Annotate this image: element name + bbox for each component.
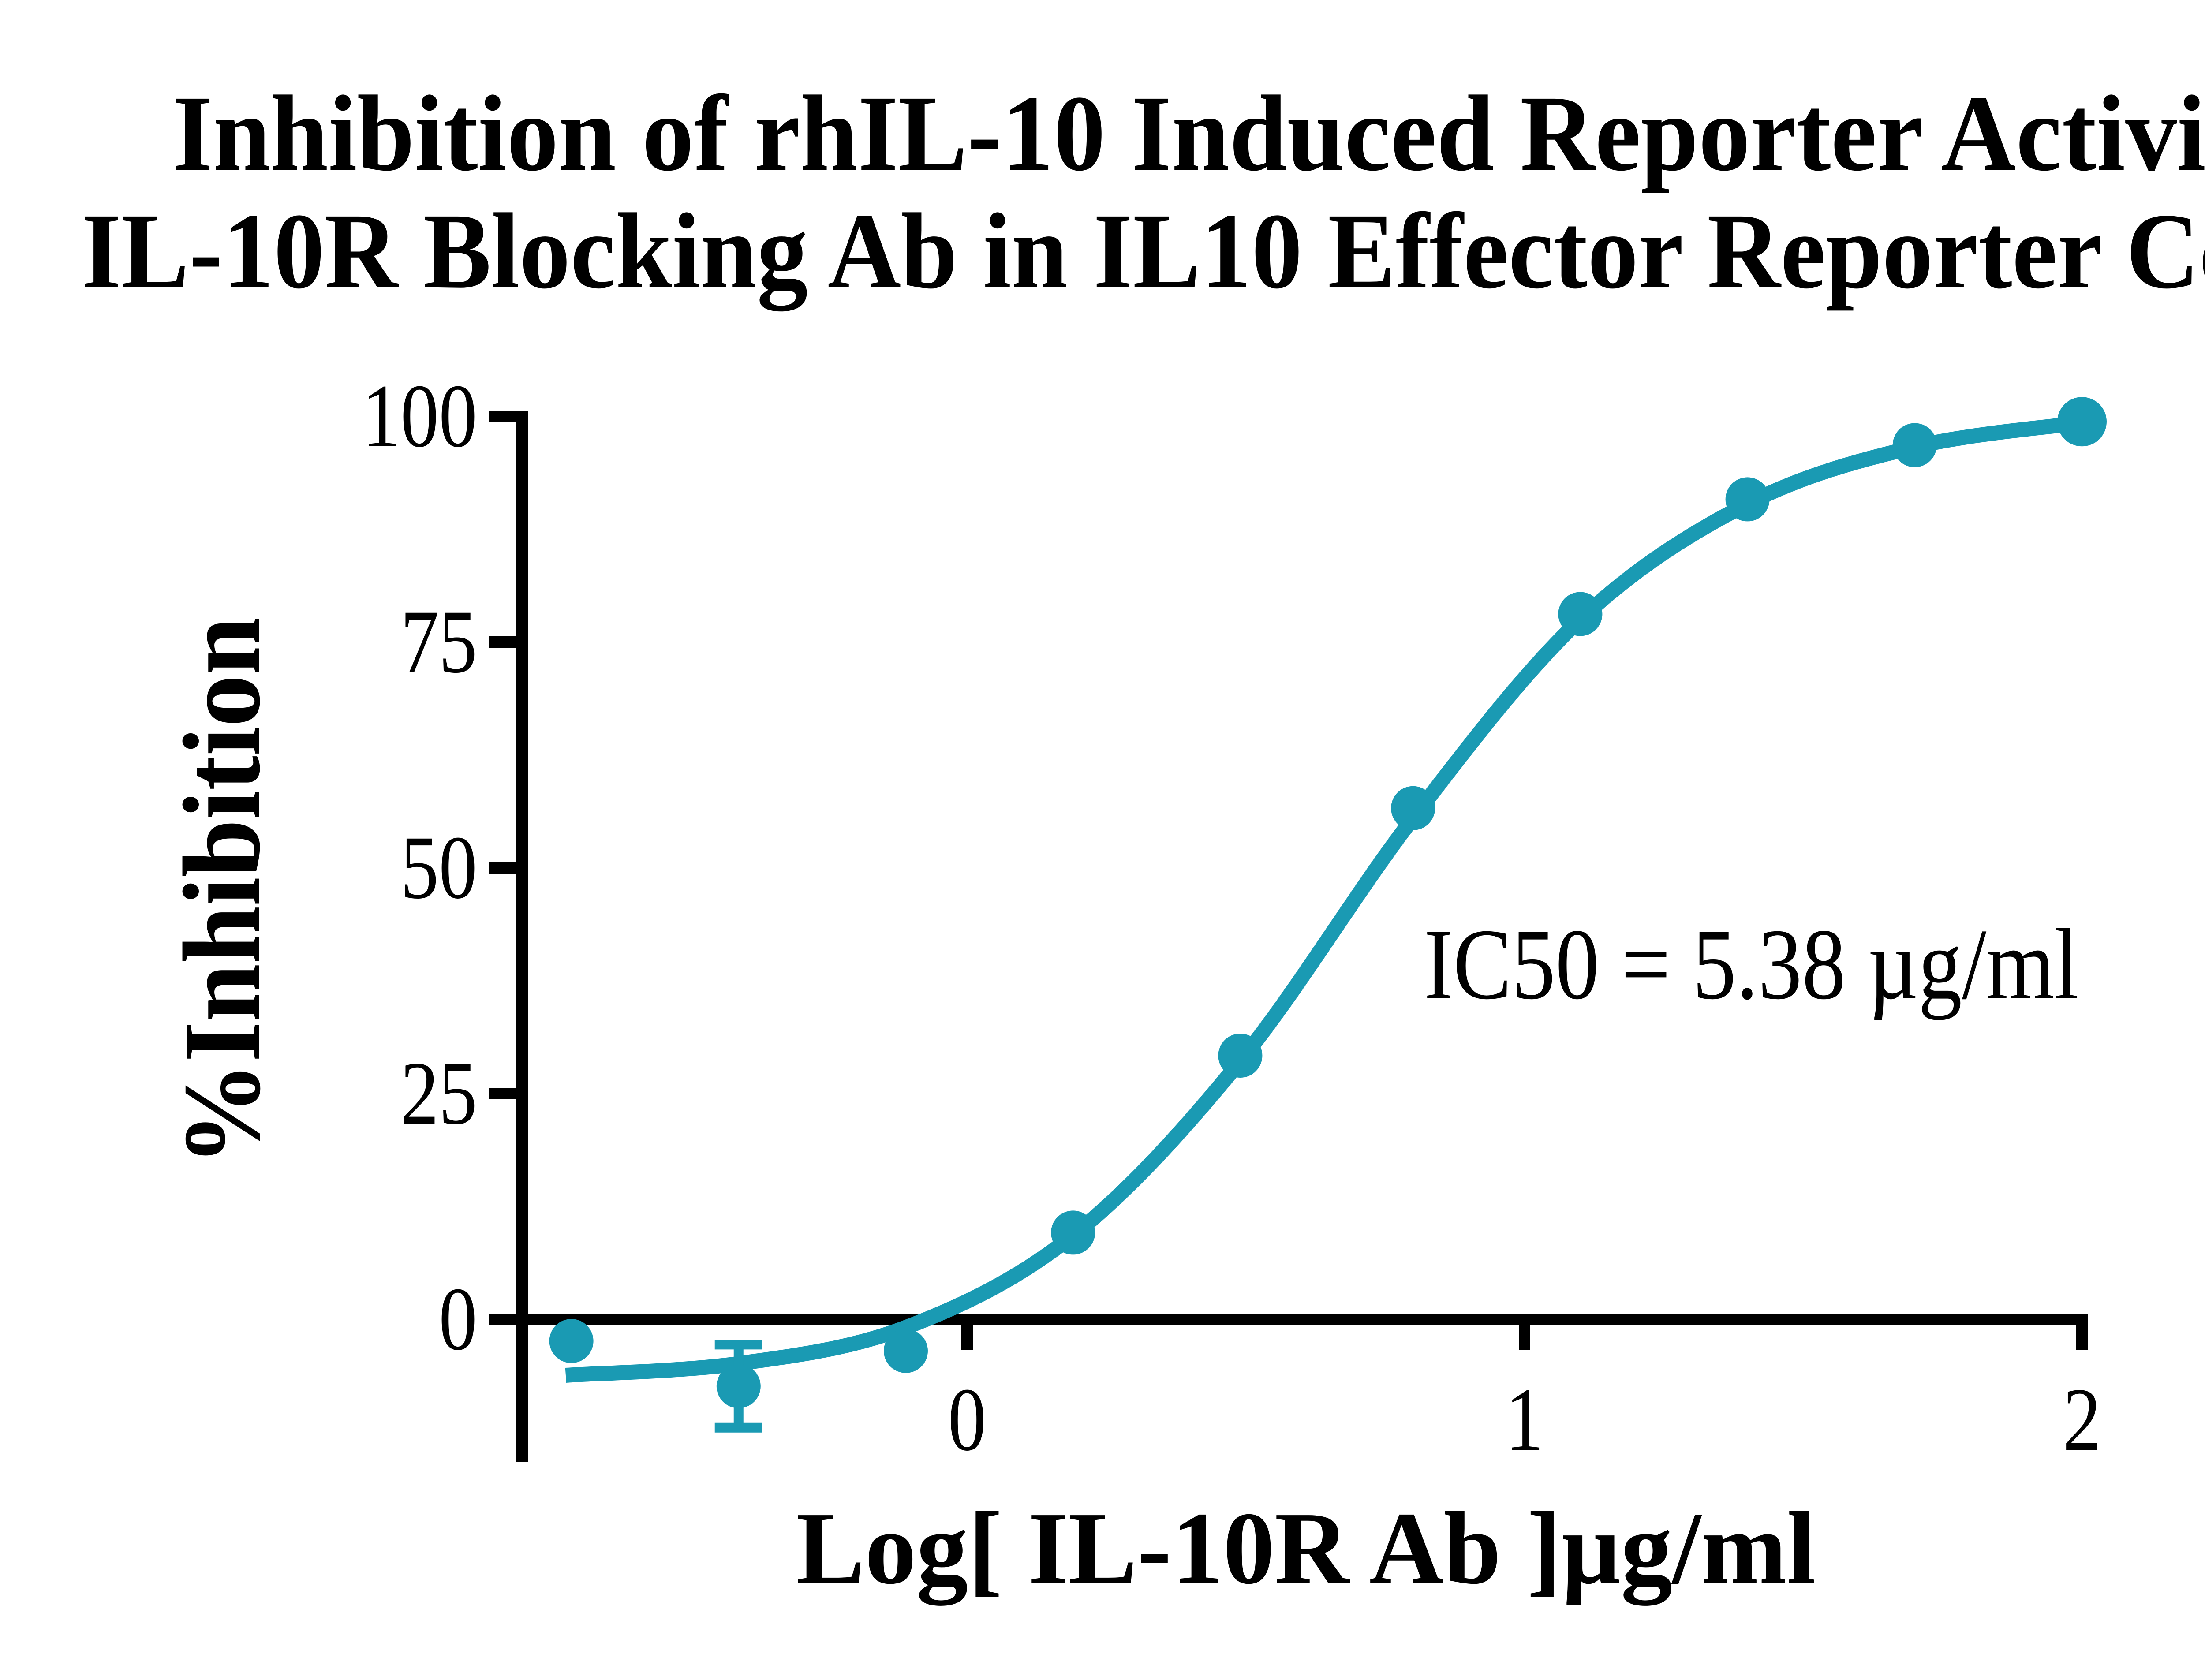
data-point-marker: [716, 1364, 761, 1408]
chart-title-line1: Inhibition of rhIL-10 Induced Reporter A…: [173, 74, 2205, 194]
ic50-annotation: IC50 = 5.38 µg/ml: [1424, 908, 2079, 1020]
y-tick-label: 50: [400, 818, 477, 918]
axes: [516, 411, 2088, 1462]
fit-curve: [565, 415, 2083, 1383]
x-tick-label: 1: [1506, 1370, 1544, 1470]
data-point-marker: [884, 1329, 928, 1373]
y-axis-title: %Inhibition: [161, 617, 283, 1166]
x-tick-label: 2: [2063, 1370, 2101, 1470]
y-tick-label: 0: [439, 1269, 477, 1369]
y-tick-labels: 100 75 50 25 0: [362, 366, 477, 1369]
y-tick-marks: [489, 411, 522, 1325]
chart-title-line2: IL-10R Blocking Ab in IL10 Effector Repo…: [82, 191, 2205, 311]
data-point-marker: [1892, 423, 1937, 467]
data-point-marker: [1051, 1210, 1095, 1255]
y-tick-label: 25: [400, 1043, 477, 1143]
data-point-marker: [2057, 397, 2107, 447]
y-tick-label: 100: [362, 366, 477, 466]
x-tick-marks: [961, 1319, 2088, 1350]
data-points: [549, 397, 2107, 1408]
data-point-marker: [549, 1319, 594, 1363]
x-tick-labels: 0 1 2: [948, 1370, 2101, 1470]
data-point-marker: [1391, 786, 1435, 830]
x-tick-label: 0: [948, 1370, 987, 1470]
data-point-marker: [1725, 477, 1770, 522]
x-axis-title: Log[ IL-10R Ab ]µg/ml: [796, 1491, 1816, 1606]
data-point-marker: [1218, 1034, 1263, 1078]
data-point-marker: [1558, 592, 1603, 636]
y-tick-label: 75: [400, 592, 477, 692]
